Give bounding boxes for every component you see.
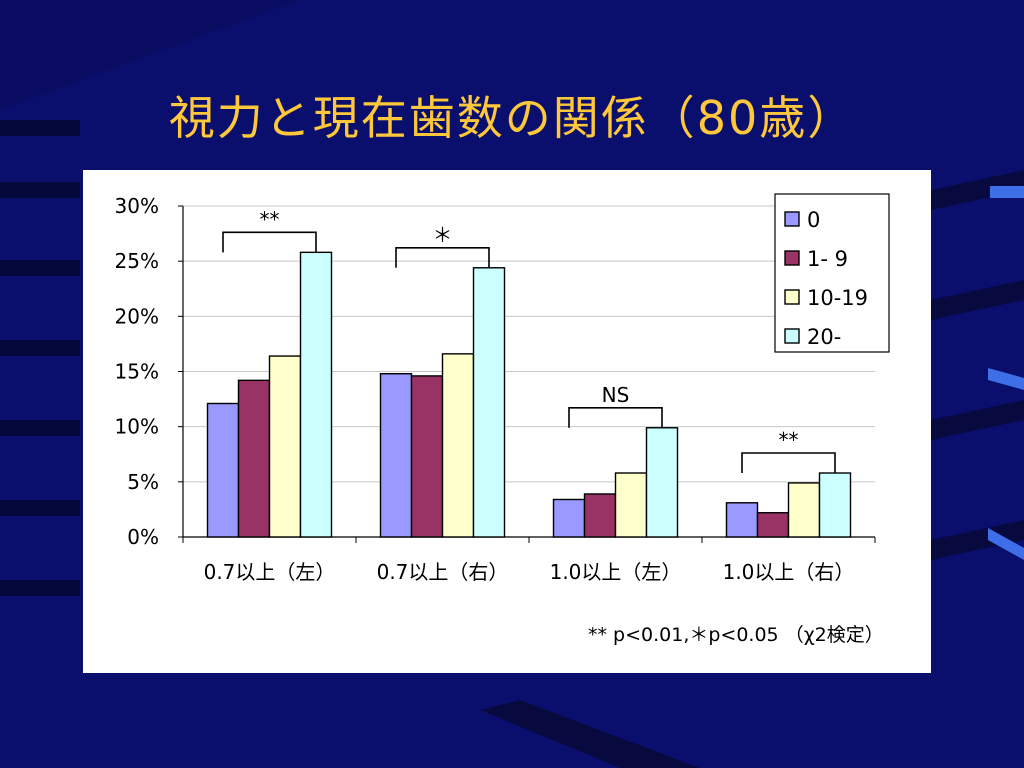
significance-label: NS — [602, 383, 630, 407]
significance-bracket — [395, 246, 490, 268]
x-tick-label: 0.7以上（左） — [204, 560, 336, 584]
bar-2 — [756, 512, 790, 538]
bar-2 — [237, 379, 271, 538]
bar-3 — [614, 472, 648, 538]
bar-1 — [379, 373, 413, 538]
significance-label: ** — [260, 207, 280, 231]
bar-3 — [787, 482, 821, 538]
x-tick-label: 1.0以上（左） — [550, 560, 682, 584]
bar-3 — [268, 355, 302, 538]
y-tick-label: 25% — [115, 249, 159, 273]
bar-1 — [725, 502, 759, 538]
bar-4 — [299, 251, 333, 538]
legend-swatch — [784, 289, 800, 305]
bar-4 — [645, 427, 679, 538]
x-tick-label: 1.0以上（右） — [723, 560, 855, 584]
y-tick-label: 5% — [127, 470, 159, 494]
bar-4 — [818, 472, 852, 538]
legend-label: 10-19 — [807, 286, 868, 310]
legend-swatch — [784, 328, 800, 344]
significance-label: ＊ — [433, 223, 453, 247]
legend-label: 1- 9 — [807, 247, 848, 271]
bar-3 — [441, 353, 475, 538]
bar-4 — [472, 267, 506, 538]
y-tick-label: 0% — [127, 525, 159, 549]
significance-footnote: ** p<0.01,＊p<0.05 （χ2検定） — [588, 624, 884, 646]
legend-label: 20- — [807, 325, 841, 349]
slide-title: 視力と現在歯数の関係（80歳） — [168, 91, 856, 145]
significance-label: ** — [779, 428, 799, 452]
y-tick-label: 20% — [115, 304, 159, 328]
legend-label: 0 — [807, 208, 820, 232]
significance-bracket — [741, 452, 836, 474]
bar-chart: 0% 5% 10% 15% 20% 25% 30% 0.7以上（左） ** 0.7以上（右） ＊ 1.… — [115, 193, 890, 584]
legend-swatch — [784, 211, 800, 227]
x-tick-label: 0.7以上（右） — [377, 560, 509, 584]
y-tick-label: 10% — [115, 415, 159, 439]
legend-swatch — [784, 250, 800, 266]
bar-2 — [410, 375, 444, 538]
bar-1 — [552, 498, 586, 538]
y-tick-label: 30% — [115, 194, 159, 218]
significance-bracket — [222, 231, 317, 253]
significance-bracket — [568, 406, 663, 428]
bar-1 — [206, 402, 240, 538]
y-tick-label: 15% — [115, 360, 159, 384]
bar-2 — [583, 493, 617, 538]
chart-panel: 0% 5% 10% 15% 20% 25% 30% 0.7以上（左） ** 0.7以上（右） ＊ 1.… — [83, 170, 931, 673]
